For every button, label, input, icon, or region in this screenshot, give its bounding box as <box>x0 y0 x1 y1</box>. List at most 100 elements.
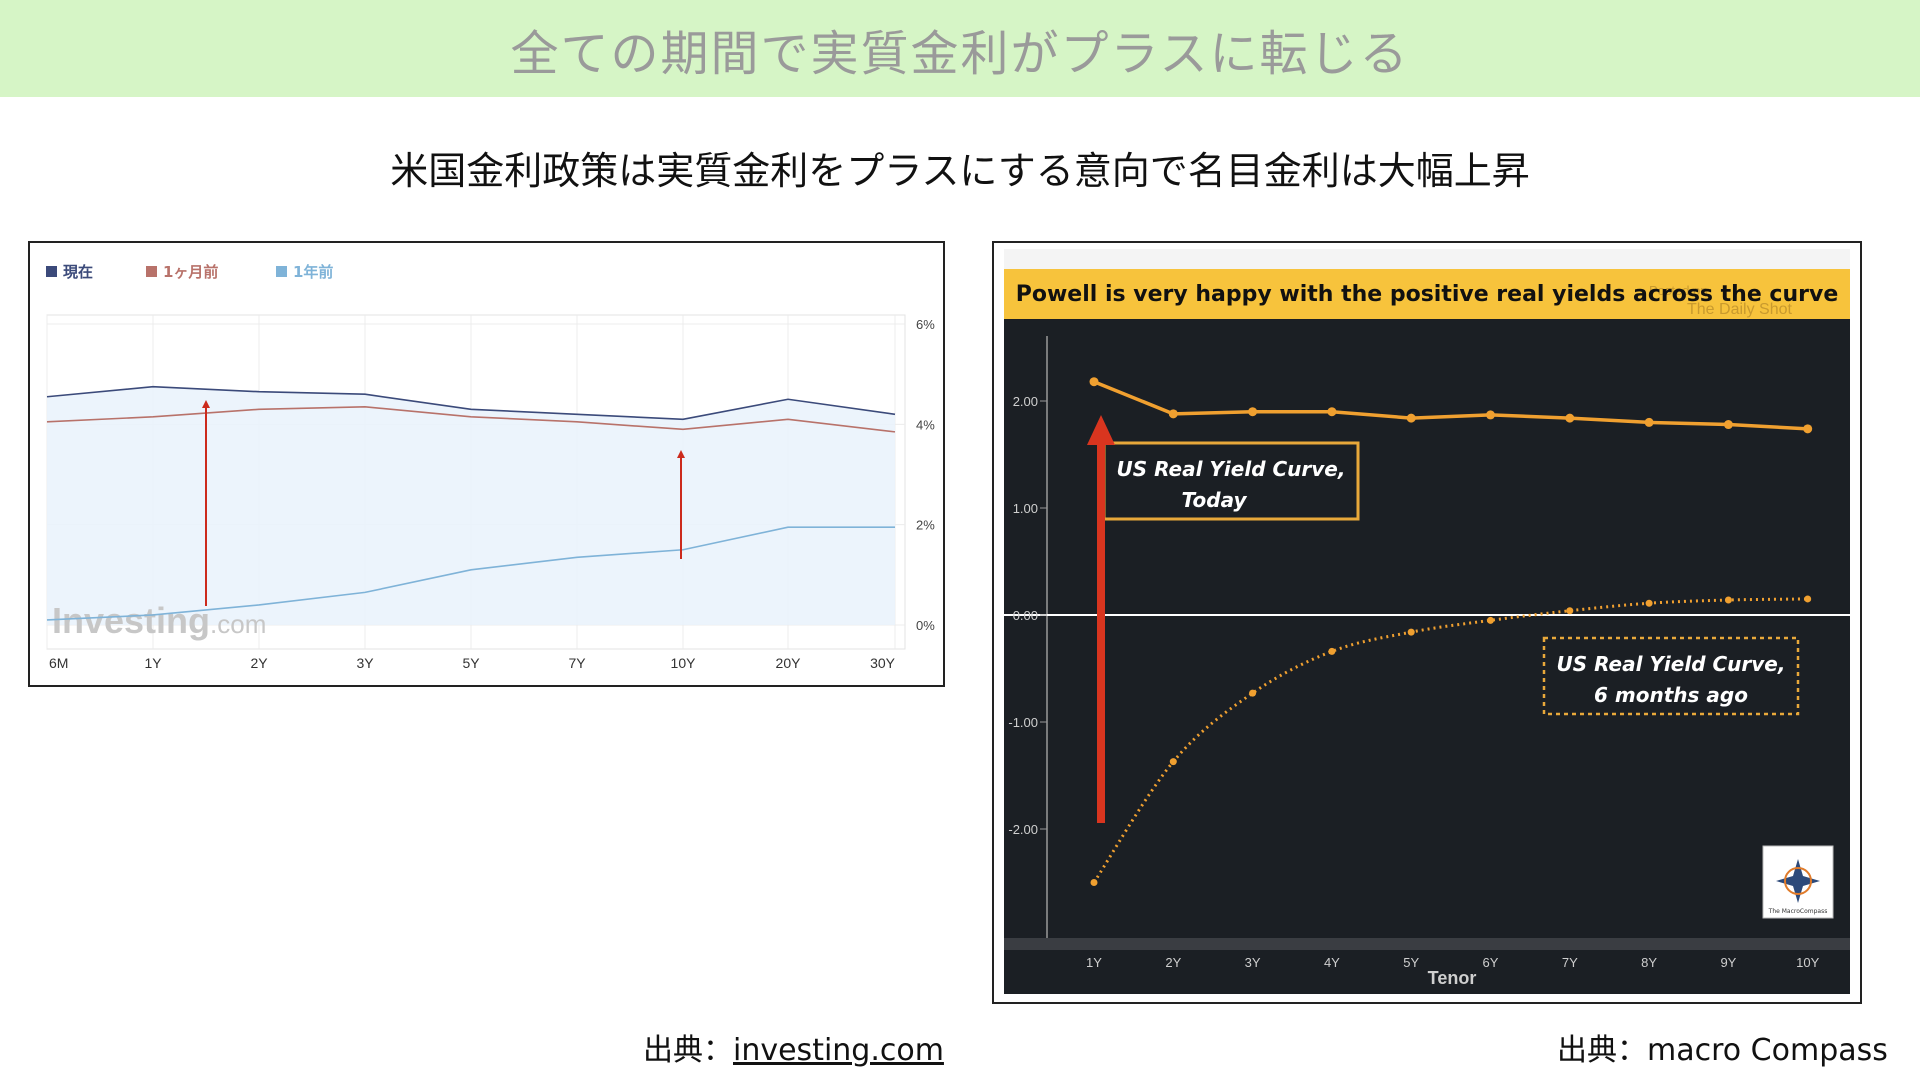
x-tick-label: 6Y <box>1483 955 1499 970</box>
past-point <box>1407 628 1415 636</box>
past-point <box>1249 689 1257 697</box>
page-subtitle: 米国金利政策は実質金利をプラスにする意向で名目金利は大幅上昇 <box>390 149 1530 193</box>
past-point <box>1724 596 1732 604</box>
y-tick-label: 6% <box>916 317 935 332</box>
right-red-arrow <box>1087 415 1115 823</box>
x-tick-label: 1Y <box>144 655 162 671</box>
y-tick-label: 0.00 <box>1013 608 1038 623</box>
legend-label: 現在 <box>63 263 93 281</box>
today-point <box>1168 409 1178 419</box>
x-tick-label: 4Y <box>1324 955 1340 970</box>
x-tick-label: 3Y <box>1245 955 1261 970</box>
right-x-axis-label: Tenor <box>1428 968 1477 988</box>
macro-compass-logo: The MacroCompass <box>1762 845 1834 919</box>
x-tick-label: 8Y <box>1641 955 1657 970</box>
x-tick-label: 30Y <box>870 655 896 671</box>
x-tick-label: 20Y <box>776 655 802 671</box>
y-tick-label: 2% <box>916 518 935 533</box>
annotation-today-line1: US Real Yield Curve, <box>1117 457 1346 481</box>
right-real-yield-chart: Posted on The Daily Shot Powell is very … <box>992 241 1862 1004</box>
legend-swatch <box>146 266 157 277</box>
x-tick-label: 10Y <box>1796 955 1819 970</box>
source-left-prefix: 出典： <box>643 1033 733 1068</box>
annotation-today-line2: Today <box>1181 488 1247 512</box>
up-arrow-head <box>677 450 685 458</box>
series-line-1 <box>46 405 896 433</box>
series-line-2 <box>46 526 895 621</box>
right-x-ticks: 1Y 2Y 3Y 4Y 5Y 6Y 7Y 8Y 9Y 10Y <box>1086 955 1820 970</box>
x-tick-label: 7Y <box>568 655 586 671</box>
annotation-past-line2: 6 months ago <box>1594 683 1748 707</box>
left-arrows <box>202 400 685 606</box>
arrow-head <box>1087 415 1115 445</box>
x-tick-label: 5Y <box>1403 955 1419 970</box>
today-point <box>1327 407 1337 417</box>
left-area-fill <box>47 386 895 625</box>
left-x-ticks: 6M 1Y 2Y 3Y 5Y 7Y 10Y 20Y 30Y <box>49 655 896 671</box>
right-title-bar <box>1004 269 1850 319</box>
investing-watermark: Investing.com <box>52 600 266 641</box>
past-point <box>1169 758 1177 766</box>
daily-shot-watermark-2: The Daily Shot <box>1687 301 1792 318</box>
past-point <box>1566 607 1574 615</box>
past-point <box>1645 599 1653 607</box>
svg-text:The MacroCompass: The MacroCompass <box>1768 908 1828 915</box>
past-point <box>1487 616 1494 624</box>
today-point <box>1644 417 1654 427</box>
today-point <box>1565 413 1575 423</box>
left-y-ticks: 6% 4% 2% 0% <box>916 317 935 633</box>
x-tick-label: 6M <box>49 655 68 671</box>
x-tick-label: 5Y <box>462 655 480 671</box>
y-tick-label: 4% <box>916 417 935 432</box>
current-area <box>47 386 895 625</box>
legend-label: 1年前 <box>293 263 333 281</box>
today-point <box>1406 413 1416 423</box>
left-chart-svg: 現在 1ヶ月前 1年前 Investing.com 6% 4% 2% 0% 6M 1Y 2Y 3… <box>46 263 935 671</box>
right-y-ticks: 2.00 1.00 0.00 -1.00 -2.00 <box>1008 394 1047 837</box>
past-point <box>1804 595 1812 603</box>
y-tick-label: -1.00 <box>1008 715 1038 730</box>
series-line-0 <box>46 385 896 421</box>
annotation-past-line1: US Real Yield Curve, <box>1557 652 1786 676</box>
x-tick-label: 9Y <box>1720 955 1736 970</box>
x-tick-label: 2Y <box>1165 955 1181 970</box>
x-tick-label: 3Y <box>356 655 374 671</box>
past-point <box>1090 879 1098 886</box>
arrow-shaft <box>1097 439 1105 823</box>
left-legend: 現在 1ヶ月前 1年前 <box>46 263 333 281</box>
source-left: 出典：investing.com <box>643 1025 944 1069</box>
title-banner: 全ての期間で実質金利がプラスに転じる <box>0 0 1920 97</box>
up-arrow-head <box>202 400 210 408</box>
today-line <box>1093 380 1808 431</box>
today-point <box>1486 410 1495 420</box>
today-point <box>1089 377 1099 387</box>
past-point <box>1328 647 1336 655</box>
right-x-axis-band <box>1004 938 1850 950</box>
x-tick-label: 7Y <box>1562 955 1578 970</box>
x-tick-label: 1Y <box>1086 955 1102 970</box>
right-series-lines <box>1089 377 1813 886</box>
right-chart-title: Powell is very happy with the positive r… <box>1016 282 1839 307</box>
today-point <box>1803 424 1813 434</box>
y-tick-label: 1.00 <box>1013 501 1038 516</box>
x-tick-label: 10Y <box>671 655 697 671</box>
right-chart-svg: Posted on The Daily Shot Powell is very … <box>1004 249 1850 994</box>
legend-swatch <box>276 266 287 277</box>
legend-swatch <box>46 266 57 277</box>
y-tick-label: 2.00 <box>1013 394 1038 409</box>
annotation-past-box <box>1542 636 1800 716</box>
right-chart-background <box>1004 249 1850 994</box>
right-top-strip <box>1004 249 1850 269</box>
today-point <box>1248 407 1258 417</box>
legend-label: 1ヶ月前 <box>163 263 218 281</box>
page-title: 全ての期間で実質金利がプラスに転じる <box>510 25 1410 82</box>
y-tick-label: -2.00 <box>1008 822 1038 837</box>
daily-shot-watermark-1: Posted on <box>1649 283 1708 298</box>
today-point <box>1723 420 1733 430</box>
y-tick-label: 0% <box>916 618 935 633</box>
source-right: 出典：macro Compass <box>1557 1033 1888 1068</box>
investing-link[interactable]: investing.com <box>733 1033 944 1068</box>
x-tick-label: 2Y <box>250 655 268 671</box>
left-series-lines <box>46 385 896 621</box>
left-yield-chart: 現在 1ヶ月前 1年前 Investing.com 6% 4% 2% 0% 6M 1Y 2Y 3… <box>28 241 945 687</box>
